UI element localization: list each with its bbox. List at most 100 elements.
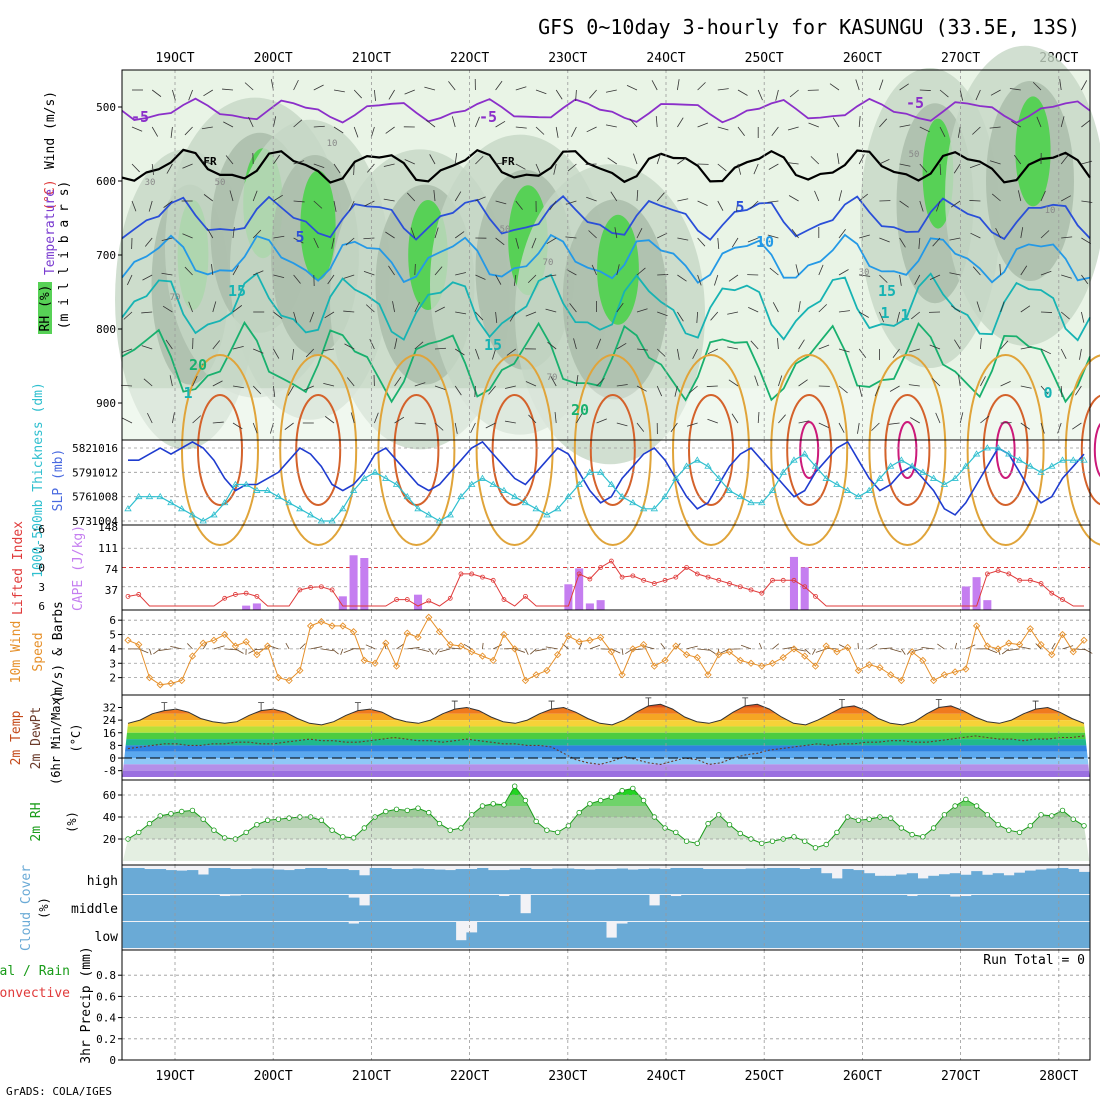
slp-axis-label: SLP (mb) [51,449,66,512]
thickness-marker [349,486,358,493]
thickness-marker [521,498,530,506]
cloud-high-bar [154,869,167,894]
thickness-marker [972,450,981,457]
wind-barb [385,126,395,134]
cloud-low-bar [520,922,532,948]
wind-barb [211,264,214,276]
rh2m-marker [415,805,421,811]
wind10m-barb [1062,645,1074,650]
cloud-high-bar [992,873,1004,894]
wind10m-marker [618,671,626,679]
wind-barb [454,153,458,165]
wind-barb [959,89,964,101]
cloud-middle-bar [154,895,167,921]
wind-barb [504,385,516,389]
wind-barb [495,311,498,323]
cloud-middle-bar [337,895,349,921]
rh-band [122,795,1090,806]
rh-contour-label: 50 [215,178,226,188]
wind-barb [455,311,467,315]
lifted-index-marker [243,590,249,596]
wind-barb [798,339,805,350]
cloud-low-bar [863,922,876,948]
bottom-date-tick: 19OCT [155,1069,194,1084]
wind-barb [636,422,645,432]
wind10m-barb [365,644,376,650]
thickness-marker [629,498,637,506]
rh2m-marker [436,820,443,827]
rh2m-marker [608,794,615,800]
wind-barb [767,234,779,239]
rh2m-marker [769,838,776,844]
wind-barb [999,263,1001,276]
thickness-marker [253,486,261,493]
wind-barb [629,118,638,128]
wind10m-barb [625,648,634,655]
cloud-low-bar [208,922,220,948]
cloud-low-bar [1035,922,1047,948]
cape-bar [338,596,347,610]
rh2m-marker [221,835,228,841]
wind10m-barb [804,648,811,655]
wind10m-barb [921,646,934,650]
wind-barb [616,264,620,276]
wind-barb [688,385,698,394]
cloud-high-bar [702,869,714,894]
temp-band [122,745,1090,752]
top-date-tick: 19OCT [155,51,194,66]
wind-barb [434,385,446,390]
wind-barb [495,80,503,91]
cloud-middle-bar [240,895,253,921]
cloud-low-bar [734,922,747,948]
wind-barb [485,422,496,429]
cloud-middle-bar [691,895,704,921]
wind-barb [899,83,909,91]
wind-barb [448,81,456,91]
thickness-marker [747,498,755,506]
cloud-high-bar [380,868,392,894]
wind10m-marker [543,666,551,675]
wind10m-marker [758,662,766,670]
isotherm-30 [295,394,342,506]
wind-barb [385,231,395,239]
wind-barb [677,79,680,91]
wind-barb [248,116,254,128]
wind-barb [1017,190,1022,202]
wind-barb [293,119,303,128]
cloud-high-bar [584,869,596,894]
wind-barb [515,126,527,129]
cloud-high-bar [423,869,435,894]
wind10m-barb [1083,648,1093,654]
isotherm-35 [897,421,918,479]
wind-barb [363,237,375,240]
wind-barb [674,385,678,397]
wind-barb [147,412,153,424]
wind-barb [414,263,416,276]
lifted-ytick-label: -3 [32,542,45,555]
wind-barb [727,311,739,315]
cloud-high-bar [1003,875,1015,894]
isotherm-25 [966,354,1045,546]
thickness-marker [403,492,411,500]
wind-barb [957,126,961,138]
bottom-date-tick: 20OCT [254,1069,293,1084]
cloud-middle-bar [788,895,800,921]
wind-barb [1059,79,1062,91]
temp2m-line [127,703,1085,726]
rh2m-marker [275,816,282,822]
wind-barb [515,237,520,249]
precip-panel: 0 0.2 0.4 0.6 0.8 Run Total = 0 3hr Precip (mm… [0,946,1091,1067]
isotherm-label: 5 [295,228,304,246]
wind10m-marker [575,638,583,646]
wind-barb [293,237,304,244]
lifted-index-marker [813,593,818,599]
cloud-high-bar [434,869,446,894]
thickness-marker [167,498,175,506]
isotherm-label: 20 [571,401,589,419]
wind-barb [976,301,981,313]
wind-barb [775,89,779,101]
cloud-low-bar [401,922,414,948]
wind10m-marker [156,681,164,689]
isotherm-label: 15 [228,282,246,300]
